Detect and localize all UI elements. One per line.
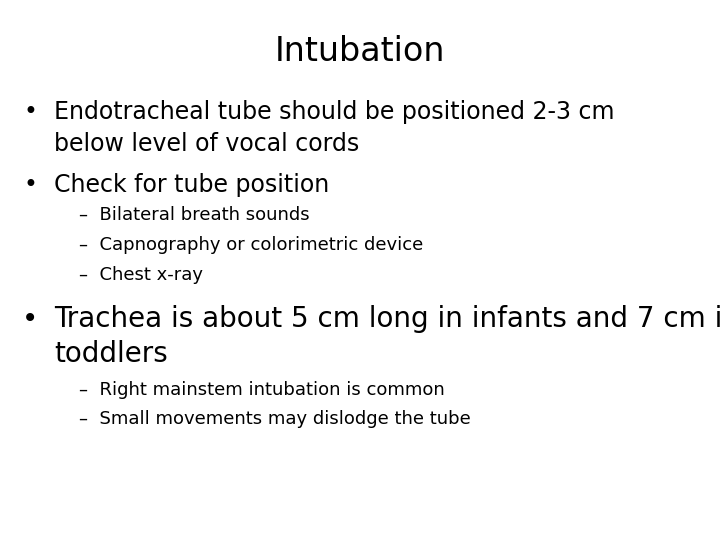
Text: –  Chest x-ray: – Chest x-ray (79, 266, 203, 284)
Text: Intubation: Intubation (275, 35, 445, 68)
Text: –  Capnography or colorimetric device: – Capnography or colorimetric device (79, 236, 423, 254)
Text: below level of vocal cords: below level of vocal cords (54, 132, 359, 156)
Text: •: • (22, 305, 38, 333)
Text: –  Right mainstem intubation is common: – Right mainstem intubation is common (79, 381, 445, 399)
Text: –  Small movements may dislodge the tube: – Small movements may dislodge the tube (79, 410, 471, 428)
Text: Trachea is about 5 cm long in infants and 7 cm in: Trachea is about 5 cm long in infants an… (54, 305, 720, 333)
Text: –  Bilateral breath sounds: – Bilateral breath sounds (79, 206, 310, 224)
Text: •: • (23, 173, 37, 197)
Text: Endotracheal tube should be positioned 2-3 cm: Endotracheal tube should be positioned 2… (54, 100, 614, 124)
Text: •: • (23, 100, 37, 124)
Text: toddlers: toddlers (54, 340, 168, 368)
Text: Check for tube position: Check for tube position (54, 173, 329, 197)
